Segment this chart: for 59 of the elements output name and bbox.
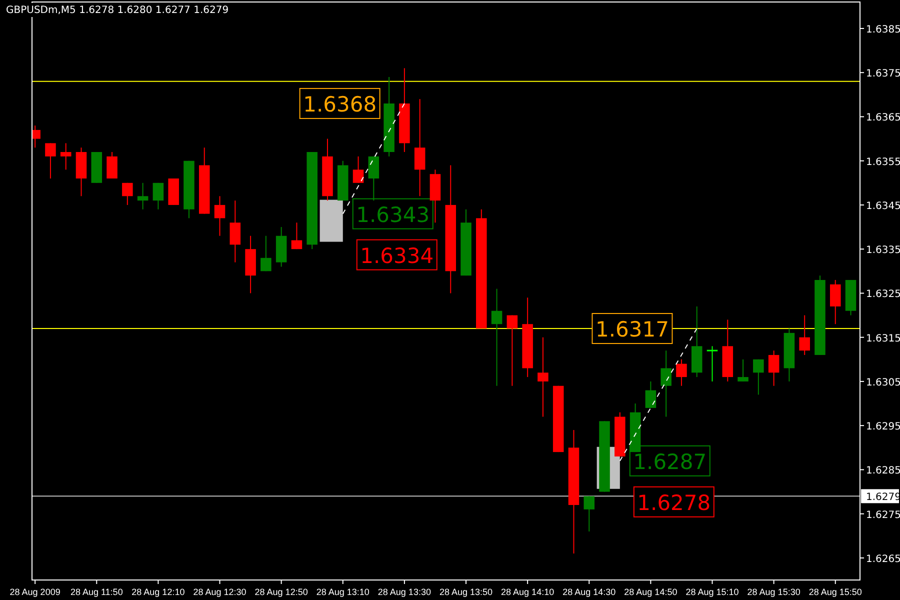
x-tick-label: 28 Aug 13:30 (378, 587, 431, 597)
candlestick (753, 358, 764, 396)
y-tick-label: 1.6265 (866, 554, 900, 565)
candlestick (214, 196, 226, 236)
y-tick-label: 1.6295 (866, 422, 900, 433)
x-tick-label: 28 Aug 13:50 (439, 587, 493, 597)
annotation: 1.6368 (303, 92, 377, 116)
candlestick (137, 182, 148, 210)
candlestick (414, 98, 426, 197)
y-tick-label: 1.6315 (866, 333, 900, 344)
candlestick (506, 314, 518, 386)
candlestick (660, 350, 672, 418)
x-tick-label: 28 Aug 14:10 (501, 587, 554, 597)
candlestick (645, 380, 656, 408)
candlestick (122, 182, 133, 206)
candlestick (152, 182, 164, 210)
x-tick-label: 28 Aug 15:50 (808, 587, 862, 597)
candlestick (260, 235, 272, 272)
candlestick (230, 200, 241, 263)
candlestick (768, 350, 780, 386)
y-tick-label: 1.6275 (866, 510, 900, 521)
annotation: 1.6343 (356, 202, 430, 227)
candlestick (676, 358, 687, 386)
candlestick (799, 314, 810, 356)
candlestick (352, 156, 364, 184)
x-tick-label: 28 Aug 15:30 (747, 587, 800, 597)
annotation: 1.6287 (633, 450, 707, 474)
candlestick (60, 142, 72, 170)
annotation: 1.6317 (595, 318, 669, 342)
y-tick-label: 1.6325 (866, 289, 900, 300)
annotation: 1.6278 (637, 490, 711, 515)
y-tick-label: 1.6285 (866, 466, 900, 477)
y-tick-label: 1.6375 (866, 68, 900, 80)
annotation: 1.6334 (360, 244, 434, 268)
candlestick (106, 152, 118, 179)
x-tick-label: 28 Aug 2009 (10, 587, 60, 597)
y-tick-label: 1.6305 (866, 377, 900, 388)
x-tick-label: 28 Aug 14:30 (562, 587, 616, 597)
x-tick-label: 28 Aug 12:10 (132, 587, 185, 597)
y-tick-label: 1.6335 (866, 245, 900, 256)
candlestick (45, 142, 56, 179)
candlestick (291, 222, 302, 250)
candlestick (738, 358, 748, 382)
candlestick (706, 346, 718, 382)
candlestick (538, 336, 548, 418)
y-tick-label: 1.6345 (866, 200, 900, 212)
x-tick-label: 28 Aug 12:30 (193, 587, 246, 597)
chart-title: GBPUSDm,M5 1.6278 1.6280 1.6277 1.6279 (6, 5, 229, 16)
x-tick-label: 28 Aug 11:50 (70, 587, 123, 597)
y-tick-label: 1.6385 (866, 24, 900, 36)
x-tick-label: 28 Aug 15:10 (686, 587, 739, 597)
y-tick-label: 1.6355 (866, 156, 900, 168)
candlestick (830, 279, 841, 325)
candlestick (491, 288, 502, 386)
x-tick-label: 28 Aug 12:50 (254, 587, 308, 597)
y-tick-label: 1.6365 (866, 112, 900, 124)
x-tick-label: 28 Aug 13:10 (316, 587, 370, 597)
x-tick-label: 28 Aug 14:50 (624, 587, 678, 597)
candlestick (584, 496, 595, 532)
